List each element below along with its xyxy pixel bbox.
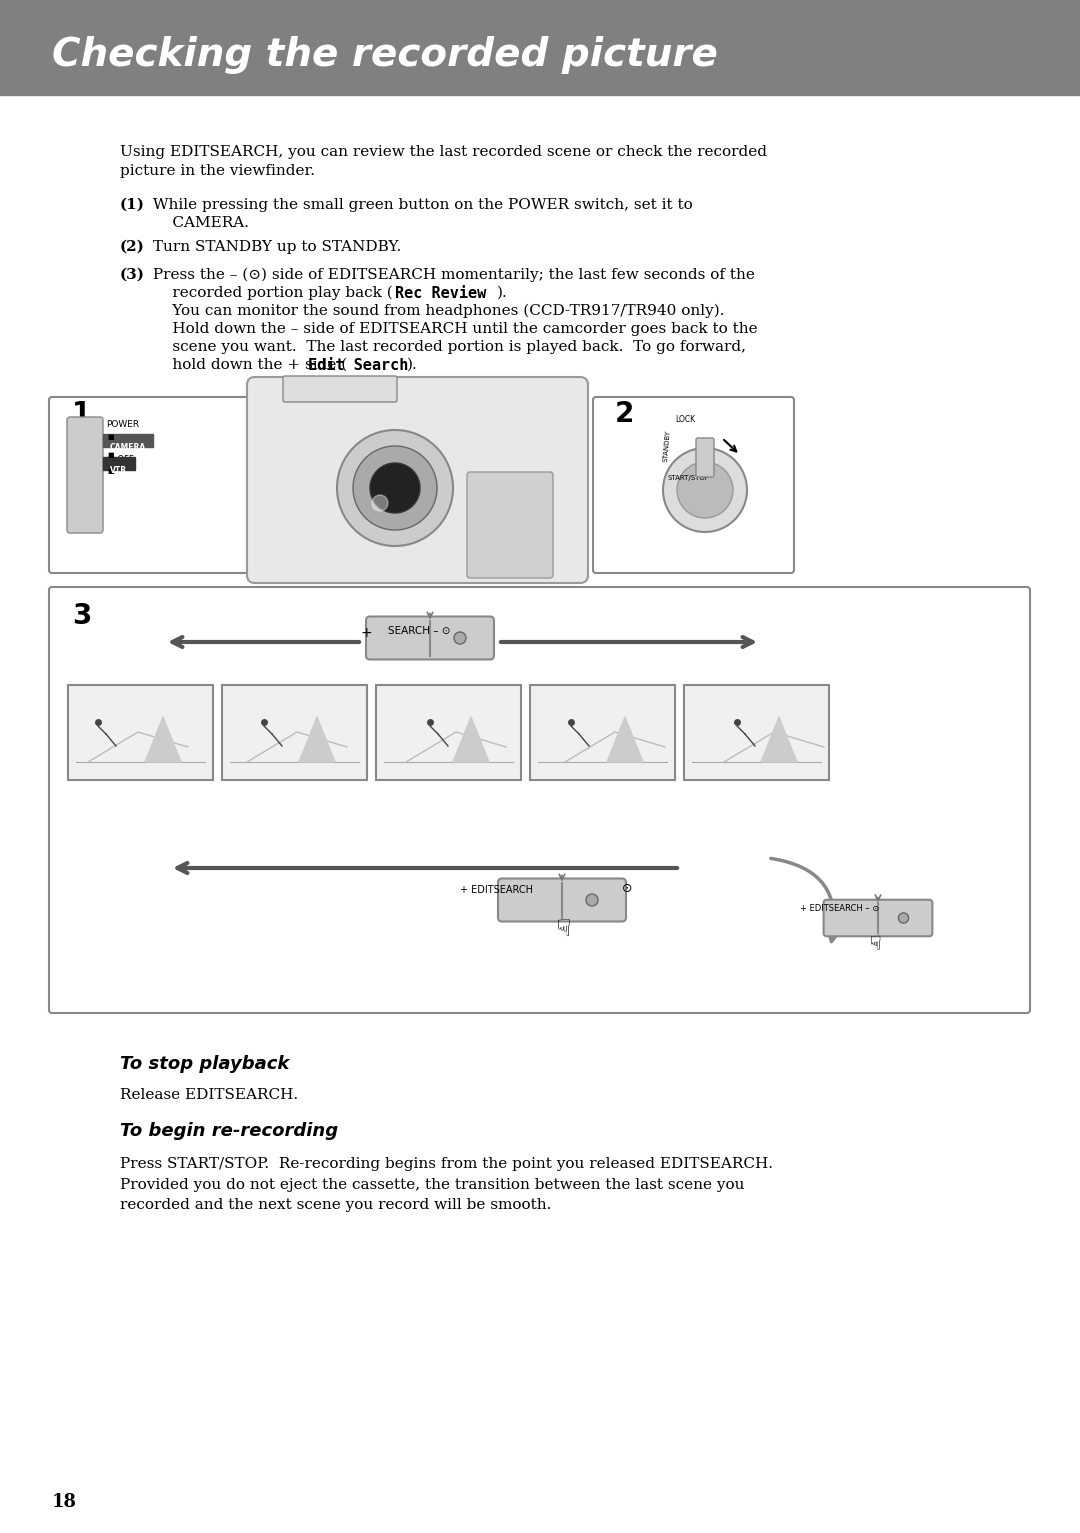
Text: Press START/STOP.  Re-recording begins from the point you released EDITSEARCH.
P: Press START/STOP. Re-recording begins fr… bbox=[120, 1157, 773, 1213]
Polygon shape bbox=[761, 717, 797, 762]
Text: ⊙: ⊙ bbox=[622, 881, 633, 895]
Text: To stop playback: To stop playback bbox=[120, 1055, 289, 1073]
Text: ■: ■ bbox=[107, 468, 113, 474]
FancyArrowPatch shape bbox=[771, 858, 838, 941]
Text: 2: 2 bbox=[615, 400, 634, 428]
Bar bbox=[222, 685, 367, 780]
Text: Turn STANDBY up to STANDBY.: Turn STANDBY up to STANDBY. bbox=[148, 241, 402, 254]
FancyBboxPatch shape bbox=[366, 616, 494, 659]
Text: Edit Search: Edit Search bbox=[308, 359, 408, 373]
FancyBboxPatch shape bbox=[593, 397, 794, 573]
FancyBboxPatch shape bbox=[67, 417, 103, 533]
Text: You can monitor the sound from headphones (CCD-TR917/TR940 only).: You can monitor the sound from headphone… bbox=[148, 304, 725, 319]
Text: CAMERA: CAMERA bbox=[110, 443, 146, 452]
Text: ).: ). bbox=[497, 287, 508, 300]
Text: + EDITSEARCH – ⊙: + EDITSEARCH – ⊙ bbox=[800, 904, 879, 914]
Text: + EDITSEARCH: + EDITSEARCH bbox=[460, 885, 534, 895]
Polygon shape bbox=[453, 717, 489, 762]
Text: SEARCH – ⊙: SEARCH – ⊙ bbox=[388, 625, 450, 636]
Text: hold down the + side (: hold down the + side ( bbox=[148, 359, 348, 373]
Circle shape bbox=[454, 632, 465, 644]
Text: ■: ■ bbox=[107, 434, 113, 440]
Text: STANDBY: STANDBY bbox=[663, 429, 672, 463]
Text: Press the – (⊙) side of EDITSEARCH momentarily; the last few seconds of the: Press the – (⊙) side of EDITSEARCH momen… bbox=[148, 268, 755, 282]
Text: ☞: ☞ bbox=[862, 934, 881, 952]
FancyBboxPatch shape bbox=[467, 472, 553, 578]
Text: Checking the recorded picture: Checking the recorded picture bbox=[52, 35, 718, 74]
Bar bbox=[103, 434, 153, 448]
Text: ■: ■ bbox=[107, 452, 113, 458]
Text: ).: ). bbox=[407, 359, 418, 373]
Text: START/STOP: START/STOP bbox=[667, 475, 708, 481]
Circle shape bbox=[353, 446, 437, 530]
Bar bbox=[530, 685, 675, 780]
Text: POWER: POWER bbox=[106, 420, 139, 429]
FancyBboxPatch shape bbox=[49, 397, 249, 573]
Text: scene you want.  The last recorded portion is played back.  To go forward,: scene you want. The last recorded portio… bbox=[148, 340, 746, 354]
Bar bbox=[103, 457, 135, 471]
FancyBboxPatch shape bbox=[283, 376, 397, 402]
Text: 3: 3 bbox=[72, 602, 92, 630]
Text: 1: 1 bbox=[72, 400, 91, 428]
Text: Hold down the – side of EDITSEARCH until the camcorder goes back to the: Hold down the – side of EDITSEARCH until… bbox=[148, 322, 758, 336]
Text: ☞: ☞ bbox=[548, 918, 572, 940]
Text: +: + bbox=[360, 625, 372, 639]
Bar bbox=[376, 685, 521, 780]
Text: To begin re-recording: To begin re-recording bbox=[120, 1122, 338, 1141]
Bar bbox=[684, 685, 829, 780]
Text: (2): (2) bbox=[120, 241, 145, 254]
Circle shape bbox=[663, 448, 747, 532]
FancyBboxPatch shape bbox=[49, 587, 1030, 1013]
Circle shape bbox=[372, 495, 388, 510]
Circle shape bbox=[337, 429, 453, 546]
Polygon shape bbox=[145, 717, 181, 762]
FancyBboxPatch shape bbox=[824, 900, 932, 937]
Text: (3): (3) bbox=[120, 268, 145, 282]
Text: VTR: VTR bbox=[110, 466, 127, 475]
Circle shape bbox=[370, 463, 420, 514]
Circle shape bbox=[899, 912, 908, 923]
Polygon shape bbox=[607, 717, 643, 762]
Circle shape bbox=[677, 461, 733, 518]
Text: recorded portion play back (: recorded portion play back ( bbox=[148, 287, 393, 300]
Text: ■ OFF: ■ OFF bbox=[107, 455, 134, 464]
Text: 18: 18 bbox=[52, 1493, 77, 1512]
Text: CAMERA.: CAMERA. bbox=[148, 216, 249, 230]
Text: Rec Review: Rec Review bbox=[395, 287, 486, 300]
FancyBboxPatch shape bbox=[247, 377, 588, 583]
Text: While pressing the small green button on the POWER switch, set it to: While pressing the small green button on… bbox=[148, 198, 692, 212]
Text: LOCK: LOCK bbox=[675, 415, 696, 425]
Bar bbox=[68, 685, 213, 780]
Text: Release EDITSEARCH.: Release EDITSEARCH. bbox=[120, 1088, 298, 1102]
FancyBboxPatch shape bbox=[696, 438, 714, 477]
Circle shape bbox=[586, 894, 598, 906]
Bar bbox=[0, 0, 1080, 95]
Text: (1): (1) bbox=[120, 198, 145, 212]
Text: Using EDITSEARCH, you can review the last recorded scene or check the recorded
p: Using EDITSEARCH, you can review the las… bbox=[120, 146, 767, 178]
Polygon shape bbox=[299, 717, 335, 762]
FancyBboxPatch shape bbox=[498, 878, 626, 921]
